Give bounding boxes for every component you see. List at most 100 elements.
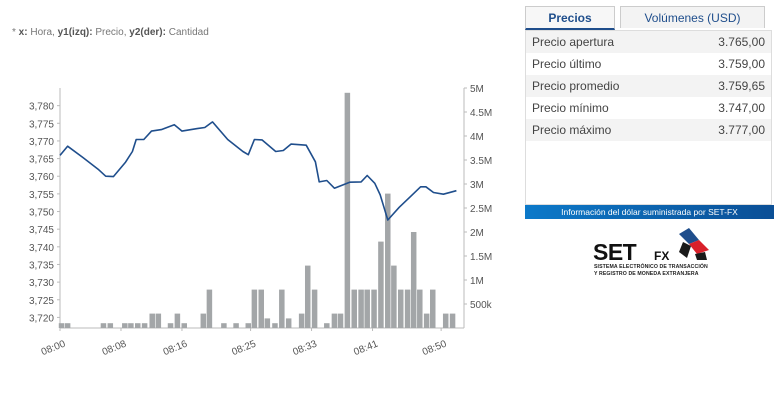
y1-tick-label: 3,755 (29, 190, 54, 201)
y1-tick-label: 3,720 (29, 313, 54, 324)
volume-bar (279, 289, 285, 328)
volume-bar (181, 323, 187, 328)
y2-tick-label: 500k (470, 300, 493, 311)
volume-bar (128, 323, 134, 328)
y2-tick-label: 4M (470, 132, 484, 143)
y2-tick-label: 1.5M (470, 252, 492, 263)
volume-bar (155, 313, 162, 328)
price-label: Precio promedio (532, 79, 620, 93)
volume-bar (378, 241, 384, 328)
volume-bar (442, 313, 449, 328)
price-label: Precio máximo (532, 123, 612, 137)
volume-bar (337, 313, 344, 328)
tab-bar: Precios Volúmenes (USD) (525, 6, 765, 30)
volume-bar (107, 323, 114, 328)
x-tick-label: 08:00 (40, 338, 68, 358)
volume-bar (174, 313, 181, 328)
price-value: 3.747,00 (718, 101, 765, 115)
x-tick-label: 08:16 (162, 338, 190, 358)
logo-tagline-1: SISTEMA ELECTRÓNICO DE TRANSACCIÓN (594, 264, 708, 270)
tab-precios[interactable]: Precios (525, 6, 615, 30)
volume-bar (351, 289, 357, 328)
price-row: Precio mínimo 3.747,00 (526, 97, 771, 119)
volume-bar (233, 323, 239, 328)
price-value: 3.777,00 (718, 123, 765, 137)
volume-bar (449, 313, 456, 328)
y1-tick-label: 3,740 (29, 243, 54, 254)
y1-tick-label: 3,765 (29, 155, 54, 166)
volume-bar (100, 323, 107, 328)
logo-fx-text: FX (654, 249, 670, 263)
volume-bar (391, 265, 397, 328)
setfx-mark-icon (679, 228, 709, 260)
y2-tick-label: 5M (470, 84, 484, 95)
y1-tick-label: 3,760 (29, 172, 54, 183)
volume-bar (200, 313, 207, 328)
y1-tick-label: 3,775 (29, 119, 54, 130)
y1-tick-label: 3,770 (29, 137, 54, 148)
tab-volumenes[interactable]: Volúmenes (USD) (620, 6, 765, 28)
volume-bar (122, 323, 128, 328)
volume-bar (385, 193, 391, 328)
price-row: Precio máximo 3.777,00 (526, 119, 771, 141)
x-tick-label: 08:41 (352, 338, 380, 358)
volume-bar (167, 323, 174, 328)
volume-bar (64, 323, 71, 328)
y1-tick-label: 3,730 (29, 278, 54, 289)
price-value: 3.765,00 (718, 35, 765, 49)
volume-bar (331, 313, 338, 328)
volume-bar (264, 318, 271, 328)
y2-tick-label: 2M (470, 228, 484, 239)
volume-bar (206, 289, 213, 328)
volume-bar (417, 289, 423, 328)
data-source-bar: Información del dólar suministrada por S… (525, 205, 774, 219)
logo-tagline-2: Y REGISTRO DE MONEDA EXTRANJERA (594, 271, 699, 277)
price-value: 3.759,00 (718, 57, 765, 71)
volume-bar (298, 313, 305, 328)
volume-bar (149, 313, 155, 328)
volume-bar (58, 323, 65, 328)
volume-bar (344, 92, 351, 328)
price-volume-chart: 3,720 3,725 3,730 3,735 3,740 3,745 3,750 3,755… (29, 84, 493, 358)
volume-bar (304, 265, 311, 328)
prices-panel: Precio apertura 3.765,00 Precio último 3… (525, 30, 772, 205)
y2-tick-label: 3M (470, 180, 484, 191)
volume-bar (245, 323, 252, 328)
volume-bar (285, 318, 292, 328)
volume-bar (429, 289, 436, 328)
volume-bar (371, 289, 377, 328)
volume-bar (221, 323, 227, 328)
x-tick-label: 08:25 (230, 338, 258, 358)
price-row: Precio último 3.759,00 (526, 53, 771, 75)
price-row: Precio apertura 3.765,00 (526, 31, 771, 53)
volume-bar (410, 232, 417, 328)
x-tick-label: 08:08 (101, 338, 129, 358)
volume-bar (141, 323, 148, 328)
volume-bar (258, 289, 264, 328)
volume-bar (423, 313, 430, 328)
price-label: Precio mínimo (532, 101, 609, 115)
volume-bar (404, 289, 411, 328)
price-line (59, 121, 457, 221)
y2-tick-label: 4.5M (470, 108, 492, 119)
y2-tick-label: 3.5M (470, 156, 492, 167)
volume-bar (358, 289, 364, 328)
volume-bar (324, 323, 330, 328)
x-tick-label: 08:50 (421, 338, 449, 358)
price-label: Precio último (532, 57, 602, 71)
logo-set-text: SET (593, 239, 637, 265)
x-tick-label: 08:33 (291, 338, 319, 358)
volume-bar (397, 289, 404, 328)
y1-tick-label: 3,725 (29, 296, 54, 307)
y1-tick-label: 3,745 (29, 225, 54, 236)
price-value: 3.759,65 (718, 79, 765, 93)
volume-bar (311, 289, 318, 328)
y1-tick-label: 3,780 (29, 102, 54, 113)
price-label: Precio apertura (532, 35, 615, 49)
volume-bar (364, 289, 370, 328)
y1-tick-label: 3,735 (29, 260, 54, 271)
chart-legend-note: * x: Hora, y1(izq): Precio, y2(der): Can… (12, 27, 209, 38)
y2-tick-label: 1M (470, 276, 484, 287)
volume-bar (272, 323, 278, 328)
volume-bar (135, 323, 141, 328)
